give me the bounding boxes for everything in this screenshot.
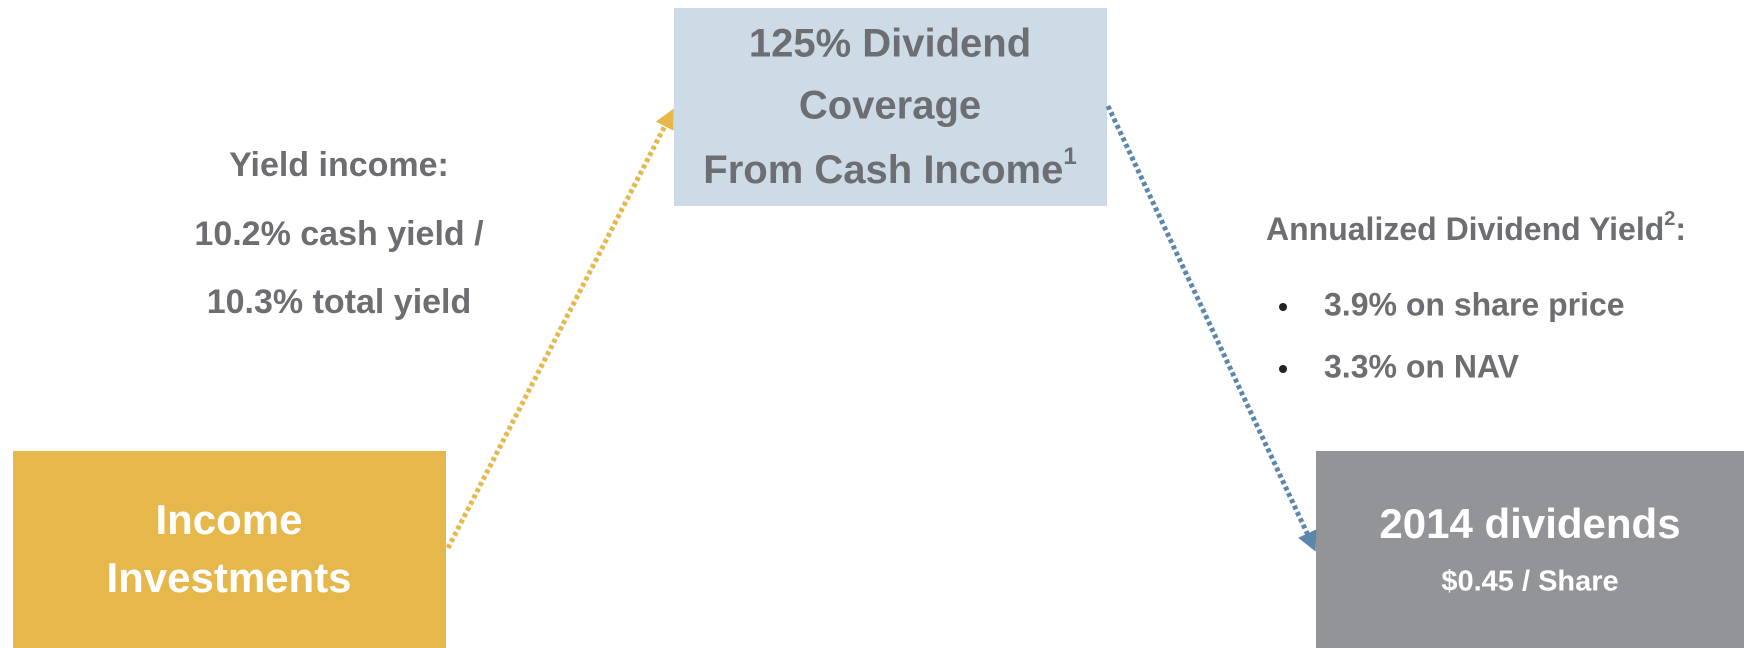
bullet-text: 3.3% on NAV [1324,348,1520,384]
node-label: From Cash Income [703,148,1063,192]
bullet [1279,365,1287,373]
right-heading: Annualized Dividend Yield2: [1266,208,1686,247]
suffix: : [1675,211,1686,247]
arrow-up [445,108,675,550]
left-note: Yield income: [229,146,449,184]
heading: Annualized Dividend Yield [1266,211,1664,247]
node-label: 125% Dividend [749,22,1031,66]
box-income [13,451,446,648]
left-note: 10.3% total yield [207,283,472,321]
superscript: 1 [1063,143,1076,170]
bullet-text: 3.9% on share price [1324,286,1625,322]
node-label-line: From Cash Income1 [703,143,1076,191]
box-dividends [1316,451,1744,648]
node-label: Income [155,496,302,543]
bullet [1279,303,1287,311]
box-coverage [674,8,1107,206]
node-label: 2014 dividends [1379,500,1680,547]
arrow-down [1105,104,1317,552]
node-label: Coverage [799,84,981,128]
node-label: Investments [106,554,351,601]
superscript: 2 [1664,208,1675,230]
left-note: 10.2% cash yield / [194,215,484,253]
node-sublabel: $0.45 / Share [1441,566,1618,598]
